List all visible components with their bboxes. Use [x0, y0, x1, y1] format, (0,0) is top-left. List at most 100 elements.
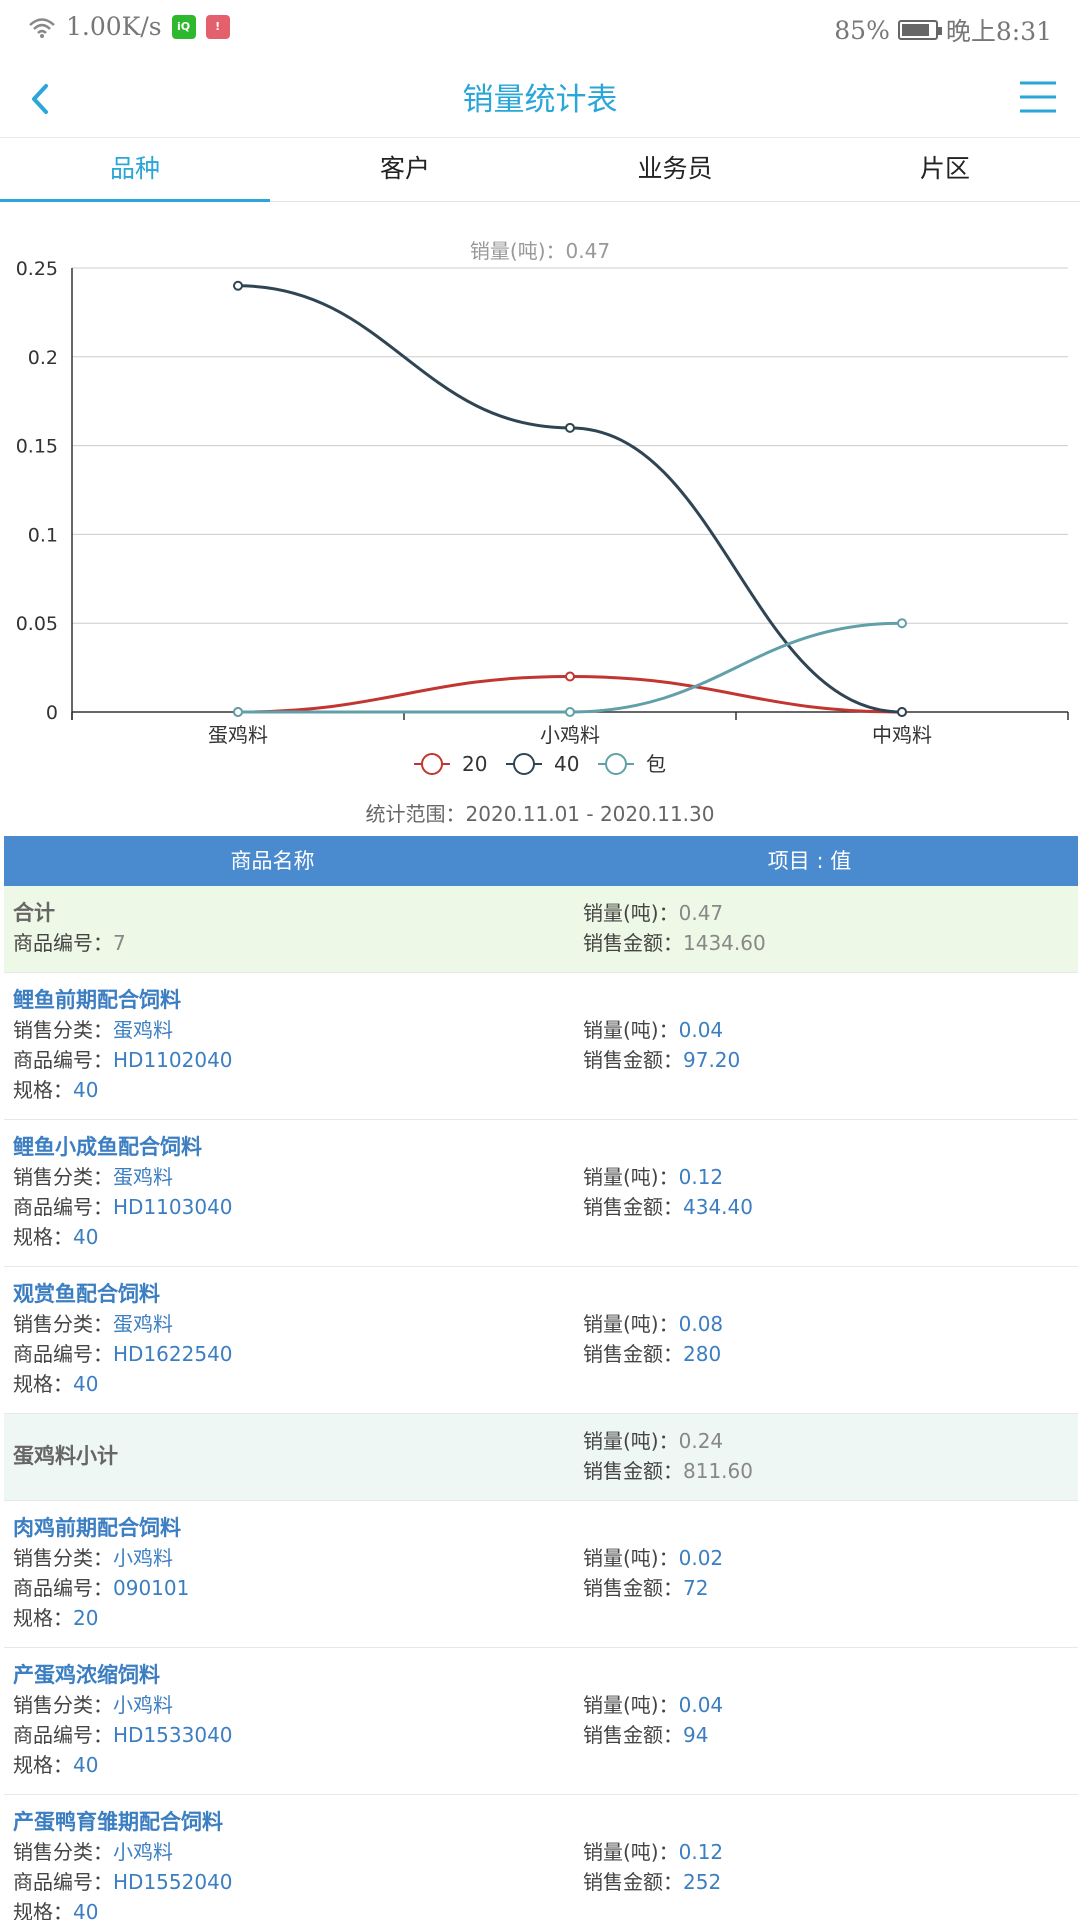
total-amt: 1434.60	[683, 931, 766, 955]
spec-label: 规格：	[13, 1078, 73, 1102]
subtotal-amt: 811.60	[683, 1459, 753, 1483]
y-tick-label: 0.2	[28, 347, 58, 369]
amount-value: 252	[683, 1870, 722, 1894]
series-line	[237, 674, 903, 714]
tab-variety[interactable]: 品种	[0, 138, 270, 202]
category-value: 小鸡料	[113, 1546, 173, 1570]
spec-value: 20	[73, 1606, 99, 1630]
tab-salesperson[interactable]: 业务员	[637, 154, 713, 183]
legend-marker	[421, 753, 443, 775]
category-label: 销售分类：	[13, 1312, 113, 1336]
sales-line-chart: 销量(吨)：0.47 0 0.05 0.1 0.15 0.2 0.25 蛋鸡料 小鸡料 中鸡料 20…	[0, 230, 1080, 820]
data-point	[897, 618, 907, 629]
data-point	[233, 280, 243, 291]
app-header: 销量统计表	[0, 56, 1080, 138]
data-point	[897, 707, 907, 717]
amount-label: 销售金额：	[583, 1048, 683, 1072]
spec-label: 规格：	[13, 1606, 73, 1630]
table-row[interactable]: 产蛋鸡浓缩饲料 销售分类：小鸡料 商品编号：HD1533040 规格：40 销量(吨)：…	[4, 1648, 1078, 1795]
chart-svg: 销量(吨)：0.47 0 0.05 0.1 0.15 0.2 0.25 蛋鸡料 小鸡料 中鸡料 20…	[16, 239, 1069, 776]
qty-label: 销量(吨)：	[583, 1165, 679, 1189]
code-value: 090101	[113, 1576, 190, 1600]
column-header-product: 商品名称	[230, 849, 315, 873]
product-name: 鲤鱼前期配合饲料	[13, 988, 181, 1012]
legend-label: 20	[462, 752, 487, 776]
amount-label: 销售金额：	[583, 1576, 683, 1600]
data-point	[565, 422, 575, 433]
category-label: 销售分类：	[13, 1165, 113, 1189]
category-value: 小鸡料	[113, 1840, 173, 1864]
total-row[interactable]: 合计 商品编号：7 销量(吨)：0.47 销售金额：1434.60	[4, 886, 1078, 973]
subtotal-row[interactable]: 蛋鸡料小计 销量(吨)：0.24 销售金额：811.60	[4, 1414, 1078, 1501]
battery-icon	[897, 20, 942, 40]
qty-value: 0.12	[678, 1165, 724, 1189]
amount-label: 销售金额：	[583, 1342, 683, 1366]
amount-value: 280	[683, 1342, 722, 1366]
data-point	[565, 707, 575, 717]
x-tick-label: 蛋鸡料	[208, 723, 268, 747]
table-row[interactable]: 鲤鱼小成鱼配合饲料 销售分类：蛋鸡料 商品编号：HD1103040 规格：40 销量(吨…	[4, 1120, 1078, 1267]
qty-label: 销量(吨)：	[583, 1840, 679, 1864]
chart-title: 销量(吨)：0.47	[470, 239, 610, 263]
tab-district[interactable]: 片区	[919, 154, 970, 183]
category-label: 销售分类：	[13, 1546, 113, 1570]
table-row[interactable]: 产蛋鸭育雏期配合饲料 销售分类：小鸡料 商品编号：HD1552040 规格：40 销量(…	[4, 1795, 1078, 1920]
amount-value: 434.40	[683, 1195, 753, 1219]
qty-label: 销量(吨)：	[583, 1546, 679, 1570]
amount-value: 94	[683, 1723, 709, 1747]
category-value: 蛋鸡料	[113, 1165, 173, 1189]
spec-value: 40	[73, 1078, 99, 1102]
table-row[interactable]: 鲤鱼前期配合饲料 销售分类：蛋鸡料 商品编号：HD1102040 规格：40 销量(吨)…	[4, 973, 1078, 1120]
y-tick-label: 0.15	[16, 436, 58, 458]
spec-value: 40	[73, 1225, 99, 1249]
category-value: 蛋鸡料	[113, 1018, 173, 1042]
battery-percent: 85%	[834, 15, 890, 45]
iqiyi-icon: iQ	[171, 14, 196, 39]
subtotal-amt-label: 销售金额：	[583, 1459, 683, 1483]
tab-customer[interactable]: 客户	[379, 154, 430, 183]
back-button[interactable]	[22, 72, 62, 122]
category-value: 小鸡料	[113, 1693, 173, 1717]
category-label: 销售分类：	[13, 1840, 113, 1864]
spec-label: 规格：	[13, 1900, 73, 1920]
y-tick-label: 0.25	[16, 258, 58, 280]
x-tick-label: 中鸡料	[872, 723, 932, 747]
code-label: 商品编号：	[13, 1723, 113, 1747]
qty-value: 0.08	[678, 1312, 724, 1336]
spec-label: 规格：	[13, 1372, 73, 1396]
subtotal-qty-label: 销量(吨)：	[583, 1429, 679, 1453]
sales-table: 商品名称 项目 : 值 合计 商品编号：7 销量(吨)：0.47 销售金额：14…	[4, 836, 1078, 1920]
total-amt-label: 销售金额：	[583, 931, 683, 955]
total-qty: 0.47	[678, 901, 724, 925]
legend-marker	[605, 753, 627, 775]
menu-button[interactable]	[1018, 78, 1058, 116]
spec-value: 40	[73, 1753, 99, 1777]
amount-value: 97.20	[683, 1048, 741, 1072]
chevron-left-icon	[32, 84, 48, 114]
y-tick-label: 0	[46, 702, 58, 724]
code-value: HD1102040	[113, 1048, 233, 1072]
legend-label: 包	[646, 752, 666, 776]
series-line	[238, 621, 903, 714]
y-tick-label: 0.1	[28, 524, 58, 546]
data-point	[233, 707, 243, 717]
column-header-item-value: 项目 : 值	[767, 849, 852, 873]
code-value: HD1622540	[113, 1342, 233, 1366]
code-label: 商品编号：	[13, 1048, 113, 1072]
code-value: HD1552040	[113, 1870, 233, 1894]
amount-value: 72	[683, 1576, 709, 1600]
date-range-text: 统计范围：2020.11.01 - 2020.11.30	[365, 802, 715, 826]
qty-value: 0.04	[678, 1693, 724, 1717]
table-row[interactable]: 观赏鱼配合饲料 销售分类：蛋鸡料 商品编号：HD1622540 规格：40 销量(吨)：…	[4, 1267, 1078, 1414]
network-speed: 1.00K/s	[66, 12, 162, 41]
y-tick-label: 0.05	[16, 613, 58, 635]
product-name: 产蛋鸡浓缩饲料	[13, 1663, 160, 1687]
amount-label: 销售金额：	[583, 1723, 683, 1747]
qty-label: 销量(吨)：	[583, 1693, 679, 1717]
table-row[interactable]: 肉鸡前期配合饲料 销售分类：小鸡料 商品编号：090101 规格：20 销量(吨)：0.…	[4, 1501, 1078, 1648]
qty-value: 0.12	[678, 1840, 724, 1864]
category-label: 销售分类：	[13, 1018, 113, 1042]
tab-bar: 品种 客户 业务员 片区	[0, 138, 1080, 202]
table-header: 商品名称 项目 : 值	[4, 836, 1078, 886]
code-value: HD1103040	[113, 1195, 233, 1219]
